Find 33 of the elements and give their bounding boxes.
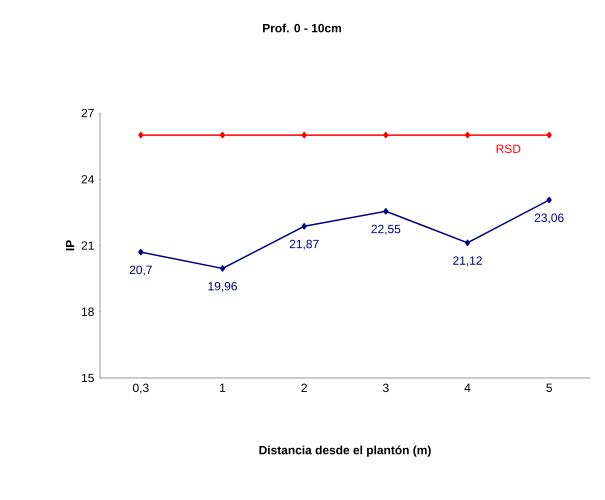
data-label: 23,06 (534, 214, 564, 224)
point (220, 132, 226, 138)
data-label: 21,87 (290, 240, 319, 250)
y-tick-label: 15 (82, 374, 94, 382)
x-tick-label: 1 (220, 384, 226, 392)
point (220, 265, 226, 272)
point (302, 132, 307, 138)
point (464, 240, 470, 246)
series-label: RSD (496, 144, 520, 154)
y-tick-label: 27 (82, 108, 94, 118)
x-tick-label: 5 (546, 384, 552, 392)
point (383, 208, 388, 214)
y-tick-label: 24 (82, 175, 94, 184)
data-label: 22,55 (371, 224, 400, 235)
data-label: 19,96 (208, 282, 237, 292)
x-tick-label: 3 (382, 384, 389, 392)
point (464, 132, 470, 138)
y-tick-label: 18 (82, 308, 94, 316)
data-label: 20,7 (130, 266, 152, 276)
x-tick-label: 0,3 (133, 384, 149, 394)
point (546, 132, 552, 138)
point (302, 223, 307, 230)
y-axis-title: IP (66, 240, 74, 250)
x-axis-title: Distancia desde el plantón (m) (259, 445, 431, 457)
point (138, 248, 144, 256)
x-tick-label: 4 (464, 384, 470, 392)
chart-title: Prof. 0 - 10cm (263, 24, 342, 32)
x-tick-label: 2 (301, 384, 307, 392)
point (383, 132, 388, 138)
point (546, 196, 552, 204)
data-label: 21,12 (453, 256, 482, 266)
y-tick-label: 21 (82, 241, 94, 250)
point (138, 132, 144, 138)
